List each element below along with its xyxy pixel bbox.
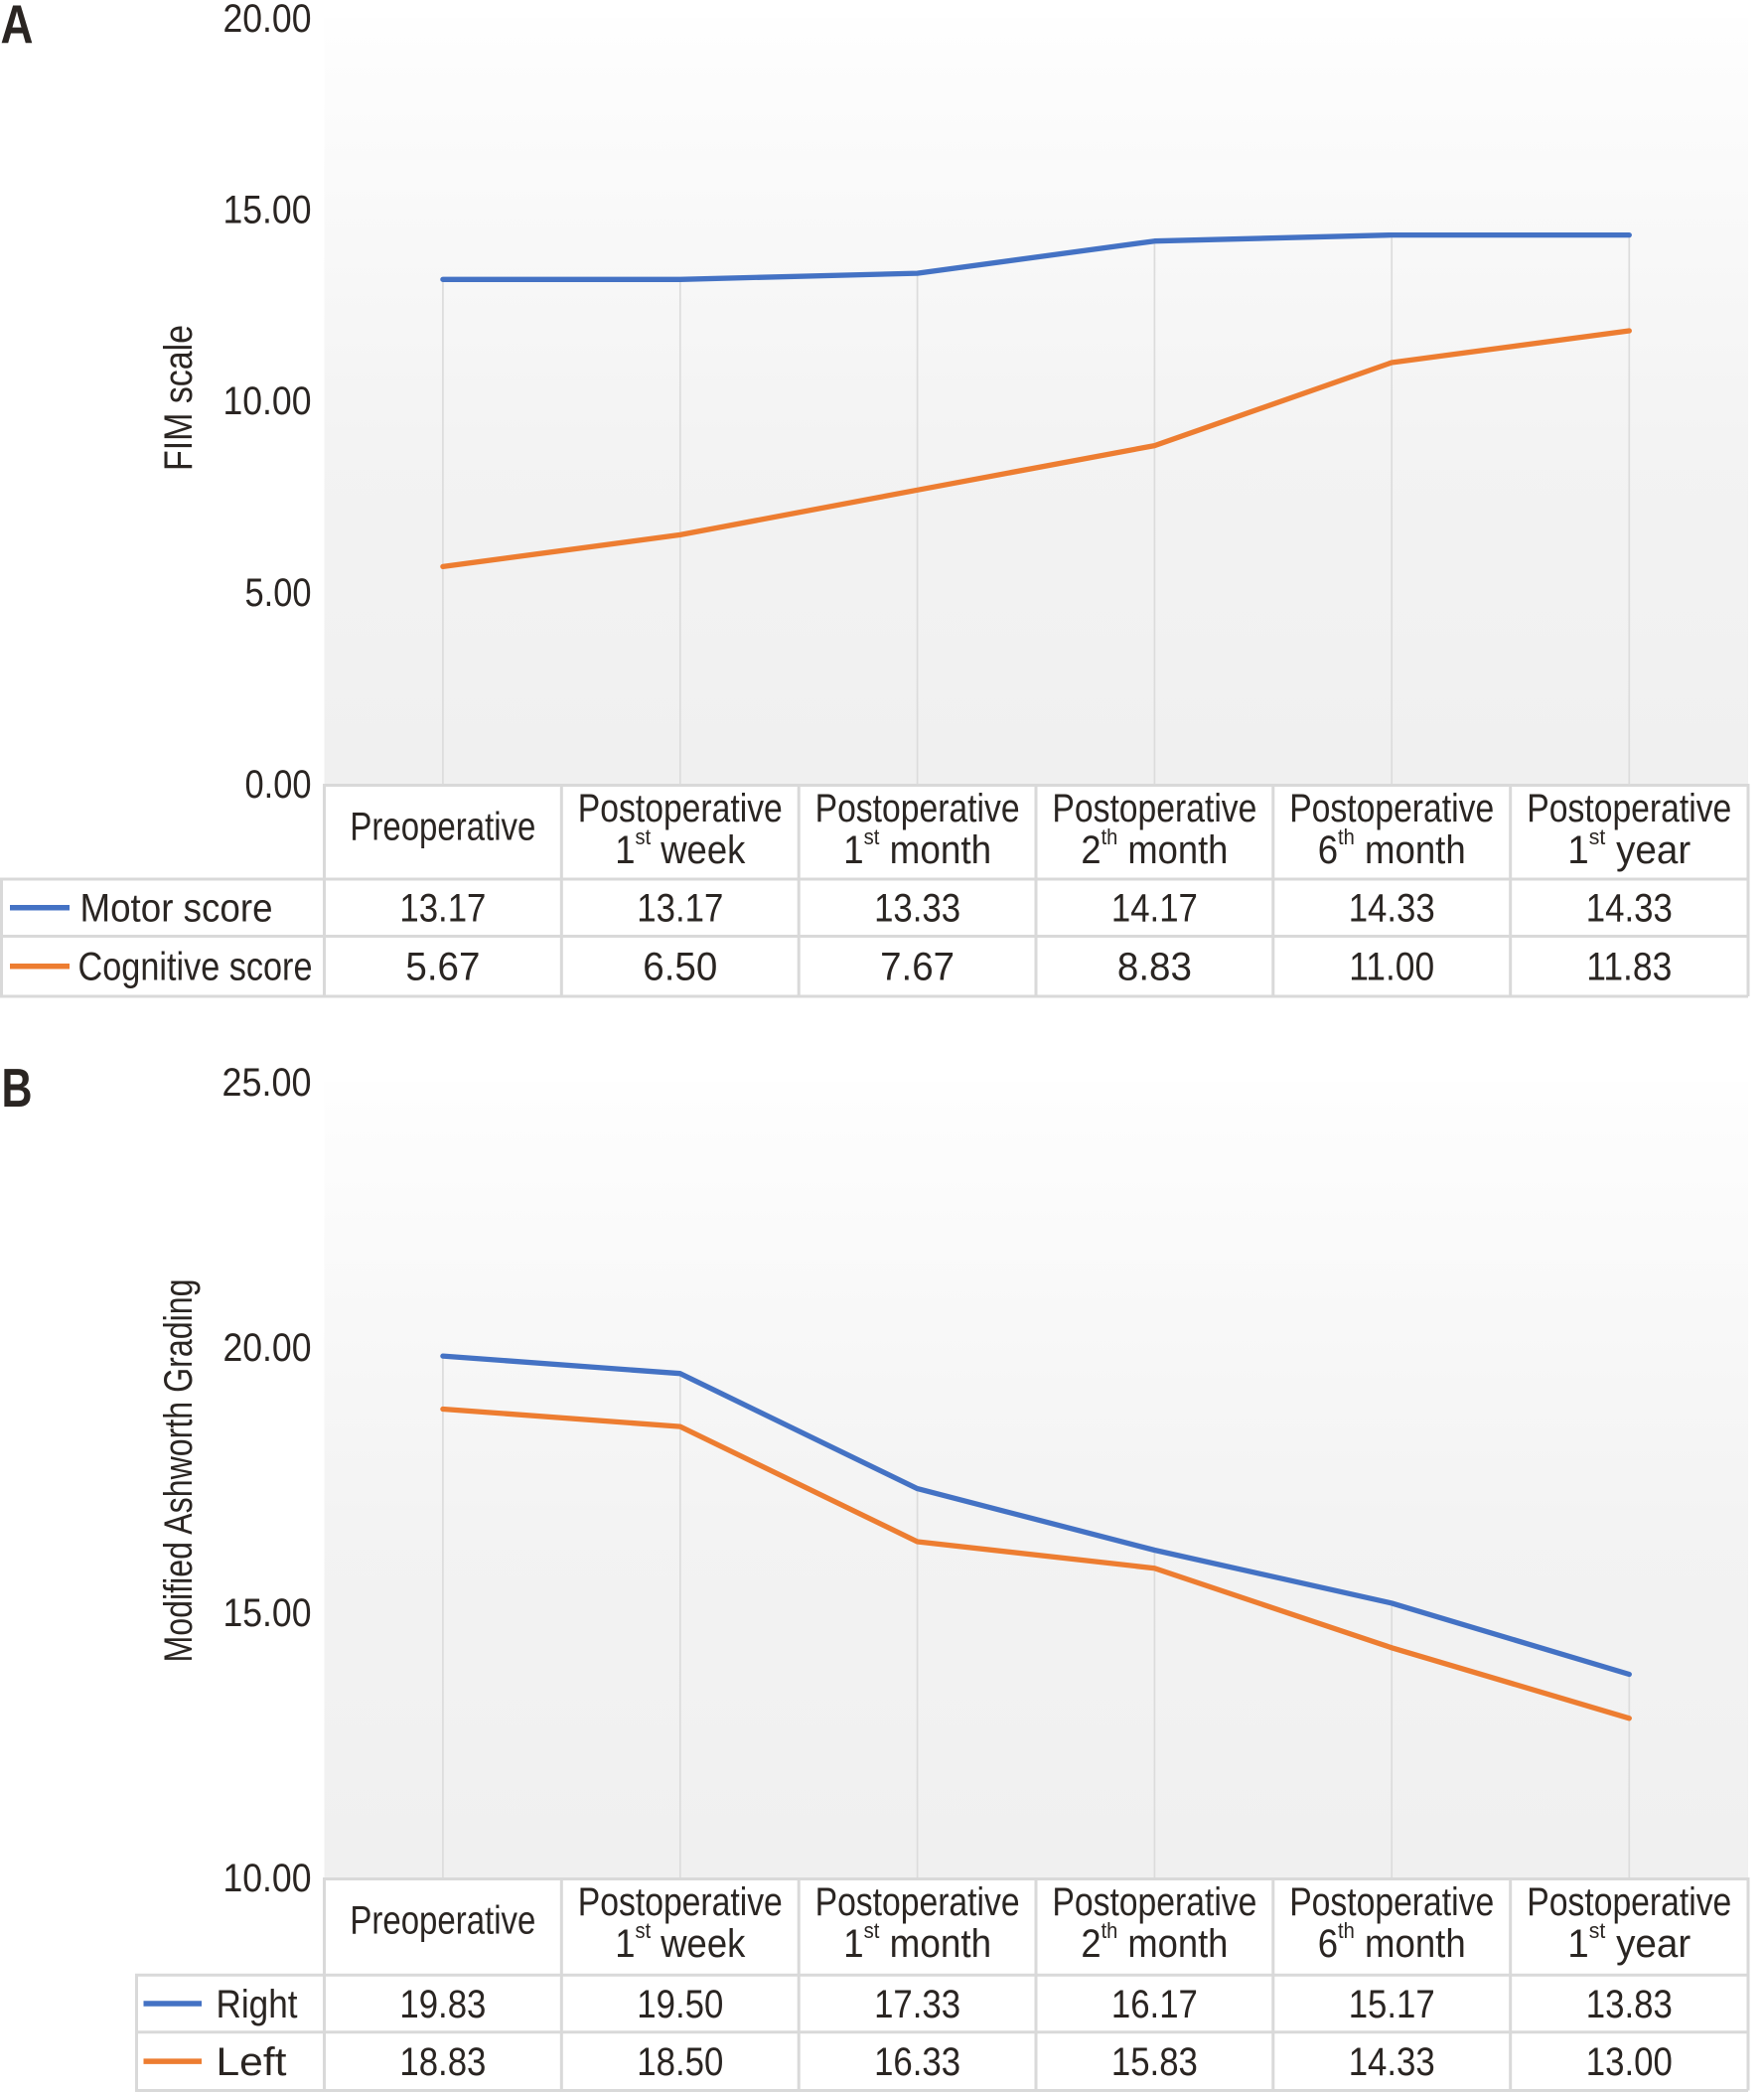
svg-text:Preoperative: Preoperative <box>350 1899 535 1943</box>
svg-text:Postoperative: Postoperative <box>815 1880 1020 1924</box>
svg-text:13.17: 13.17 <box>637 887 723 931</box>
svg-text:13.00: 13.00 <box>1586 2040 1673 2084</box>
svg-text:15.17: 15.17 <box>1349 1983 1435 2026</box>
svg-text:A: A <box>1 0 34 55</box>
svg-text:25.00: 25.00 <box>222 1061 312 1105</box>
svg-text:Postoperative: Postoperative <box>1289 787 1494 830</box>
svg-text:18.83: 18.83 <box>399 2040 486 2084</box>
svg-text:1st month: 1st month <box>843 824 991 872</box>
svg-text:Left: Left <box>217 2040 287 2084</box>
svg-text:18.50: 18.50 <box>637 2040 723 2084</box>
svg-text:Right: Right <box>217 1983 298 2026</box>
svg-text:14.17: 14.17 <box>1111 887 1198 931</box>
svg-text:11.00: 11.00 <box>1349 946 1434 989</box>
svg-text:5.00: 5.00 <box>245 571 312 615</box>
svg-text:Cognitive score: Cognitive score <box>78 946 313 989</box>
svg-text:Postoperative: Postoperative <box>1052 787 1256 830</box>
svg-text:20.00: 20.00 <box>223 0 312 41</box>
svg-text:Postoperative: Postoperative <box>578 1880 783 1924</box>
svg-text:15.00: 15.00 <box>223 189 312 232</box>
svg-text:2th month: 2th month <box>1081 824 1228 872</box>
svg-text:Postoperative: Postoperative <box>815 787 1020 830</box>
svg-text:FIM scale: FIM scale <box>157 325 201 471</box>
svg-text:2th month: 2th month <box>1081 1918 1228 1966</box>
svg-text:19.83: 19.83 <box>399 1983 486 2026</box>
svg-text:5.67: 5.67 <box>405 946 480 989</box>
svg-text:1st month: 1st month <box>843 1918 991 1966</box>
svg-text:1st year: 1st year <box>1567 824 1690 872</box>
svg-text:10.00: 10.00 <box>223 379 312 423</box>
svg-text:Postoperative: Postoperative <box>1289 1880 1494 1924</box>
svg-text:20.00: 20.00 <box>223 1326 312 1370</box>
svg-text:16.17: 16.17 <box>1111 1983 1198 2026</box>
svg-text:15.83: 15.83 <box>1111 2040 1198 2084</box>
svg-text:Modified Ashworth Grading: Modified Ashworth Grading <box>157 1279 201 1663</box>
svg-text:6th month: 6th month <box>1318 824 1466 872</box>
svg-text:13.17: 13.17 <box>399 887 486 931</box>
svg-text:10.00: 10.00 <box>223 1857 312 1900</box>
svg-text:17.33: 17.33 <box>874 1983 960 2026</box>
svg-text:B: B <box>2 1057 33 1119</box>
svg-text:Preoperative: Preoperative <box>350 806 535 849</box>
svg-text:19.50: 19.50 <box>637 1983 723 2026</box>
svg-text:Postoperative: Postoperative <box>578 787 783 830</box>
svg-text:Postoperative: Postoperative <box>1052 1880 1256 1924</box>
svg-text:Motor score: Motor score <box>80 887 273 931</box>
svg-text:0.00: 0.00 <box>245 763 312 807</box>
svg-text:8.83: 8.83 <box>1117 946 1192 989</box>
svg-text:1st year: 1st year <box>1567 1918 1690 1966</box>
svg-text:13.83: 13.83 <box>1586 1983 1673 2026</box>
svg-text:14.33: 14.33 <box>1586 887 1673 931</box>
svg-text:14.33: 14.33 <box>1349 887 1435 931</box>
svg-text:1st week: 1st week <box>615 1918 746 1966</box>
svg-text:Postoperative: Postoperative <box>1527 787 1731 830</box>
svg-text:15.00: 15.00 <box>223 1591 312 1635</box>
svg-text:14.33: 14.33 <box>1349 2040 1435 2084</box>
svg-text:11.83: 11.83 <box>1586 946 1672 989</box>
svg-text:13.33: 13.33 <box>874 887 960 931</box>
svg-text:6.50: 6.50 <box>643 946 717 989</box>
svg-text:6th month: 6th month <box>1318 1918 1466 1966</box>
svg-text:1st week: 1st week <box>615 824 746 872</box>
svg-text:16.33: 16.33 <box>874 2040 960 2084</box>
svg-text:Postoperative: Postoperative <box>1527 1880 1731 1924</box>
svg-text:7.67: 7.67 <box>880 946 955 989</box>
